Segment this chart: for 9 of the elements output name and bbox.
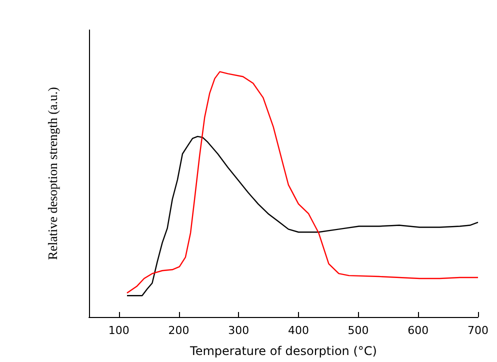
x-tick-label: 400	[288, 324, 309, 337]
x-tick-label: 500	[348, 324, 369, 337]
x-axis-title: Temperature of desorption (°C)	[189, 344, 377, 358]
x-tick-label: 300	[228, 324, 250, 337]
x-tick-label: 100	[108, 324, 130, 337]
x-tick-label: 200	[168, 324, 190, 337]
y-axis-title: Relative desoption strength (a.u.)	[45, 87, 60, 260]
x-tick-label: 600	[408, 324, 429, 337]
x-tick-label: 700	[468, 324, 488, 337]
